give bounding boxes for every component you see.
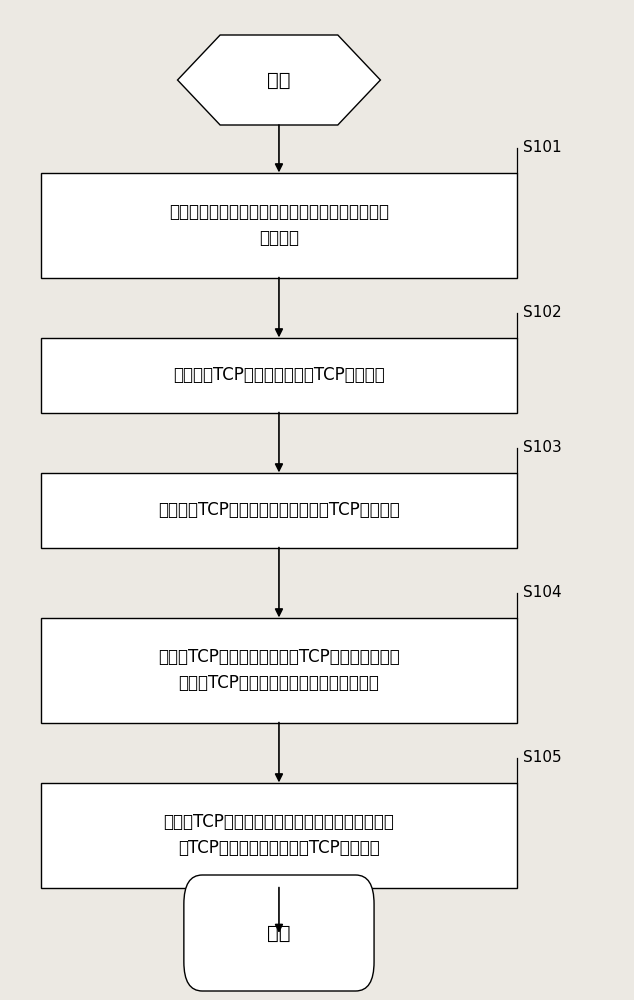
Text: 在当前TCP发送速率大于上行速率门限时，暂停发
送TCP数据封包，优先发送TCP应答响应: 在当前TCP发送速率大于上行速率门限时，暂停发 送TCP数据封包，优先发送TCP… <box>164 813 394 857</box>
Text: 在当前TCP接受速率大于当前TCP发送速率时，判
断当前TCP发送速率是否大于上行速率门限: 在当前TCP接受速率大于当前TCP发送速率时，判 断当前TCP发送速率是否大于上… <box>158 648 400 692</box>
Text: 判断当前TCP接受速率是否大于当前TCP发送速率: 判断当前TCP接受速率是否大于当前TCP发送速率 <box>158 501 400 519</box>
Text: S103: S103 <box>523 440 562 455</box>
FancyBboxPatch shape <box>41 782 517 888</box>
FancyBboxPatch shape <box>41 172 517 277</box>
Polygon shape <box>178 35 380 125</box>
Text: S102: S102 <box>523 305 562 320</box>
Text: S104: S104 <box>523 585 562 600</box>
FancyBboxPatch shape <box>41 473 517 548</box>
FancyBboxPatch shape <box>184 875 374 991</box>
Text: S105: S105 <box>523 750 562 765</box>
Text: 根据网络系统信息中的上下行配置信息，获得上行
速率门限: 根据网络系统信息中的上下行配置信息，获得上行 速率门限 <box>169 203 389 247</box>
FancyBboxPatch shape <box>41 617 517 722</box>
Text: S101: S101 <box>523 140 562 155</box>
Text: 开始: 开始 <box>267 70 291 90</box>
Text: 获取当前TCP发送速率和当前TCP接收速率: 获取当前TCP发送速率和当前TCP接收速率 <box>173 366 385 384</box>
FancyBboxPatch shape <box>41 338 517 412</box>
Text: 结束: 结束 <box>267 924 291 942</box>
